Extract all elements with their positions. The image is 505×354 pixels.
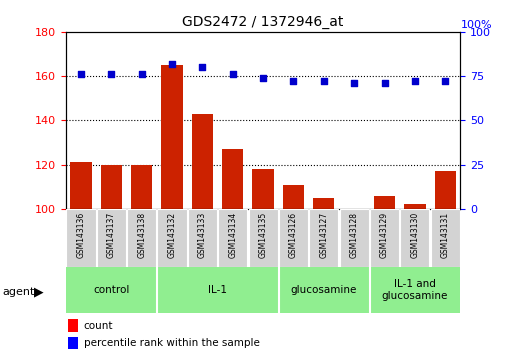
Text: GSM143129: GSM143129 [379, 212, 388, 258]
Bar [369, 209, 398, 267]
Bar [399, 209, 429, 267]
Bar [100, 165, 122, 209]
Bar [68, 319, 77, 332]
Bar [68, 337, 77, 349]
Text: GSM143130: GSM143130 [410, 212, 419, 258]
Bar [278, 209, 308, 267]
Text: ▶: ▶ [34, 286, 44, 298]
Text: count: count [83, 320, 113, 331]
Text: 100%: 100% [460, 20, 491, 30]
Title: GDS2472 / 1372946_at: GDS2472 / 1372946_at [182, 16, 343, 29]
Point [380, 80, 388, 86]
Text: GSM143131: GSM143131 [440, 212, 449, 258]
Bar [191, 114, 213, 209]
Text: percentile rank within the sample: percentile rank within the sample [83, 338, 259, 348]
Point [107, 72, 115, 77]
Bar [218, 209, 247, 267]
Bar [96, 209, 126, 267]
Text: glucosamine: glucosamine [290, 285, 357, 295]
Bar [313, 198, 334, 209]
Text: GSM143134: GSM143134 [228, 212, 237, 258]
Text: GSM143136: GSM143136 [76, 212, 85, 258]
Text: agent: agent [3, 287, 35, 297]
Bar [403, 205, 425, 209]
Text: GSM143138: GSM143138 [137, 212, 146, 258]
Bar [339, 209, 368, 267]
Point [137, 72, 145, 77]
Point [198, 64, 206, 70]
Bar [131, 165, 152, 209]
Text: GSM143132: GSM143132 [167, 212, 176, 258]
Bar [157, 209, 186, 267]
Bar [430, 209, 459, 267]
Bar [373, 195, 394, 209]
Text: GSM143128: GSM143128 [349, 212, 358, 258]
Text: IL-1 and
glucosamine: IL-1 and glucosamine [381, 279, 447, 301]
Bar [252, 169, 273, 209]
Text: GSM143133: GSM143133 [197, 212, 207, 258]
Text: GSM143127: GSM143127 [319, 212, 328, 258]
Bar [187, 209, 217, 267]
Text: GSM143135: GSM143135 [258, 212, 267, 258]
Bar [66, 209, 95, 267]
Bar [282, 184, 304, 209]
Point [410, 79, 418, 84]
Text: GSM143137: GSM143137 [107, 212, 116, 258]
Point [289, 79, 297, 84]
Bar [161, 65, 182, 209]
Point [259, 75, 267, 81]
Text: IL-1: IL-1 [208, 285, 227, 295]
Text: GSM143126: GSM143126 [288, 212, 297, 258]
Point [440, 79, 448, 84]
Text: control: control [93, 285, 129, 295]
Point [168, 61, 176, 67]
Point [77, 72, 85, 77]
Point [319, 79, 327, 84]
Bar [434, 171, 455, 209]
Bar [127, 209, 156, 267]
Bar [248, 209, 277, 267]
Bar [70, 162, 91, 209]
Bar [309, 209, 338, 267]
Point [228, 72, 236, 77]
Bar [222, 149, 243, 209]
Point [349, 80, 358, 86]
